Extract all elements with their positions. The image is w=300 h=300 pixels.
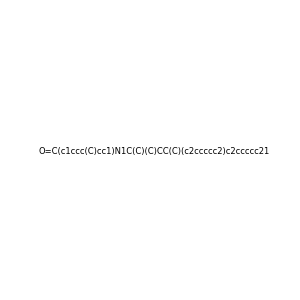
Text: O=C(c1ccc(C)cc1)N1C(C)(C)CC(C)(c2ccccc2)c2ccccc21: O=C(c1ccc(C)cc1)N1C(C)(C)CC(C)(c2ccccc2)… xyxy=(38,147,269,156)
